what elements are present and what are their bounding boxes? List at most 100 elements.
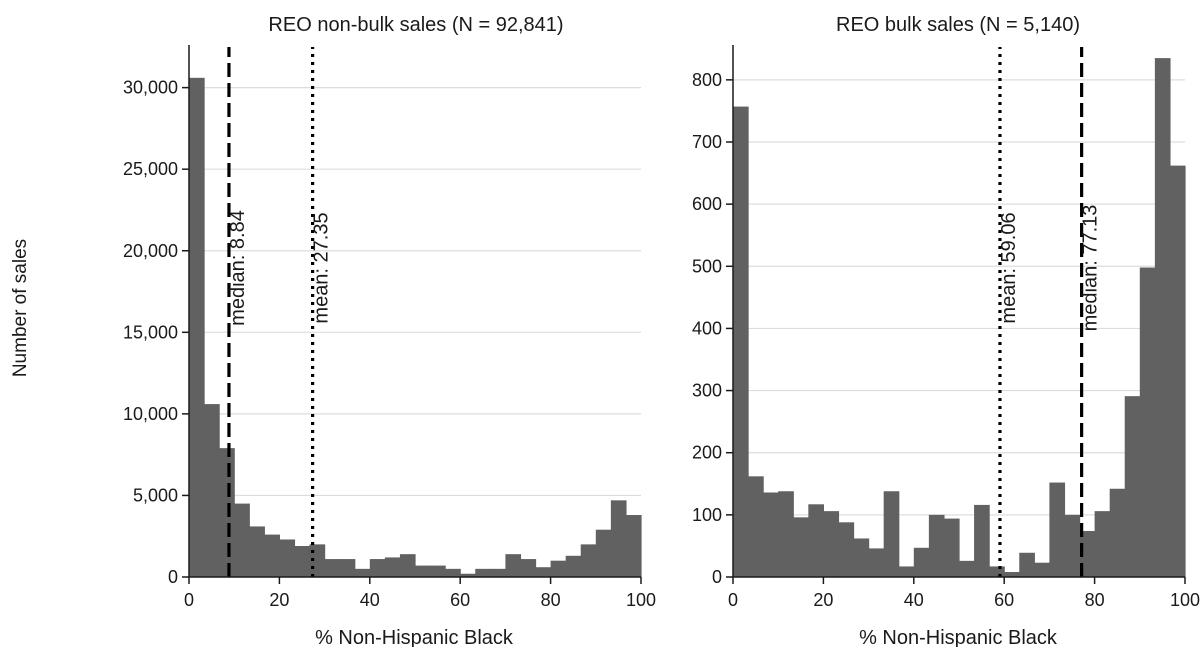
y-tick-label: 5,000	[133, 485, 178, 505]
histogram-bar	[550, 560, 567, 577]
histogram-bar	[748, 476, 764, 577]
median-label: median: 8.84	[227, 210, 249, 326]
histogram-bar	[853, 538, 870, 577]
mean-label: mean: 59.06	[998, 212, 1020, 323]
histogram-bar	[928, 514, 945, 577]
histogram-bar	[1124, 396, 1141, 577]
histogram-bar	[793, 517, 809, 577]
histogram-bar	[1019, 552, 1035, 577]
histogram-bar	[1094, 511, 1111, 577]
figure-y-axis-label: Number of sales	[10, 239, 31, 377]
y-tick-label: 400	[692, 318, 722, 338]
histogram-bar	[279, 539, 296, 577]
x-tick-label: 80	[1085, 590, 1105, 610]
x-axis-label: % Non-Hispanic Black	[859, 627, 1058, 647]
histogram-bar	[339, 559, 356, 577]
histogram-bar	[823, 511, 840, 577]
x-tick-label: 40	[360, 590, 380, 610]
x-tick-label: 60	[994, 590, 1014, 610]
histogram-bar	[399, 554, 416, 577]
histogram-bar	[1034, 562, 1050, 577]
y-tick-label: 30,000	[123, 78, 178, 98]
x-tick-label: 100	[626, 590, 656, 610]
chart-non-bulk-sales: median: 8.84 mean: 27.35 0 5,000 10,000 15,0…	[123, 14, 656, 647]
chart-title: REO bulk sales (N = 5,140)	[836, 14, 1080, 36]
reference-lines: median: 8.84 mean: 27.35	[227, 47, 333, 577]
histogram-bar	[778, 491, 794, 577]
x-tick-label: 20	[269, 590, 289, 610]
x-tick-label: 100	[1170, 590, 1200, 610]
histogram-bar	[369, 559, 386, 577]
histogram-bar	[808, 504, 824, 577]
histogram-bar	[354, 568, 371, 577]
reference-lines: mean: 59.06 median: 77.13	[998, 47, 1102, 577]
histogram-bar	[204, 404, 220, 577]
x-tick-label: 0	[184, 590, 194, 610]
y-tick-label: 0	[712, 567, 722, 587]
histogram-bar	[898, 566, 915, 577]
y-tick-label: 600	[692, 194, 722, 214]
histogram-bar	[1049, 482, 1066, 577]
histogram-bar	[868, 548, 885, 577]
y-tick-label: 100	[692, 505, 722, 525]
histogram-bar	[943, 518, 960, 577]
histogram-bar	[219, 448, 235, 577]
x-tick-label: 0	[728, 590, 738, 610]
chart-bulk-sales: mean: 59.06 median: 77.13 010020030040050…	[692, 14, 1200, 647]
histogram-bar	[959, 560, 975, 577]
axes: 0 5,000 10,000 15,000 20,000 25,000 30,000 0 20 4…	[123, 45, 656, 610]
y-tick-label: 15,000	[123, 322, 178, 342]
histogram-bar	[883, 491, 900, 577]
histogram-bar	[1109, 488, 1126, 577]
y-tick-label: 200	[692, 443, 722, 463]
histogram-bar	[445, 568, 461, 577]
histogram-bar	[490, 568, 506, 577]
x-tick-label: 60	[450, 590, 470, 610]
histogram-bar	[415, 565, 431, 577]
histogram-bar	[763, 492, 779, 577]
histogram-bar	[595, 529, 612, 577]
histogram-bar	[1169, 165, 1186, 577]
histogram-bar	[189, 77, 205, 578]
y-tick-label: 700	[692, 132, 722, 152]
histogram-bar	[1154, 58, 1171, 578]
histogram-bar	[430, 565, 446, 577]
histogram-bar	[610, 500, 627, 577]
x-tick-label: 80	[541, 590, 561, 610]
histogram-bar	[1139, 267, 1156, 577]
histogram-bar	[1079, 531, 1096, 577]
x-tick-label: 40	[904, 590, 924, 610]
histogram-bars	[733, 58, 1186, 578]
histogram-bar	[505, 554, 522, 577]
histogram-bar	[565, 555, 582, 577]
histogram-bar	[384, 557, 401, 577]
histogram-bar	[1064, 514, 1081, 577]
histogram-bar	[1004, 572, 1020, 577]
histogram-bar	[625, 515, 642, 577]
x-axis-label: % Non-Hispanic Black	[315, 627, 514, 647]
y-tick-label: 300	[692, 381, 722, 401]
y-tick-label: 0	[168, 567, 178, 587]
gridlines	[733, 79, 1185, 516]
histogram-bar	[974, 504, 990, 577]
histogram-bar	[535, 567, 552, 577]
histogram-bar	[249, 526, 265, 577]
histogram-bar	[580, 544, 597, 577]
histogram-bar	[234, 503, 250, 577]
y-tick-label: 10,000	[123, 404, 178, 424]
histogram-bar	[475, 568, 491, 577]
median-label: median: 77.13	[1080, 205, 1102, 332]
histogram-bar	[294, 546, 311, 577]
x-tick-label: 20	[813, 590, 833, 610]
y-tick-label: 25,000	[123, 159, 178, 179]
gridlines	[189, 87, 641, 497]
histogram-bar	[838, 522, 855, 577]
mean-label: mean: 27.35	[311, 212, 333, 323]
histogram-bar	[520, 559, 537, 577]
histogram-bar	[913, 547, 930, 577]
histogram-bar	[460, 573, 476, 577]
histogram-bars	[189, 77, 642, 578]
histogram-bar	[733, 106, 749, 577]
y-tick-label: 500	[692, 256, 722, 276]
